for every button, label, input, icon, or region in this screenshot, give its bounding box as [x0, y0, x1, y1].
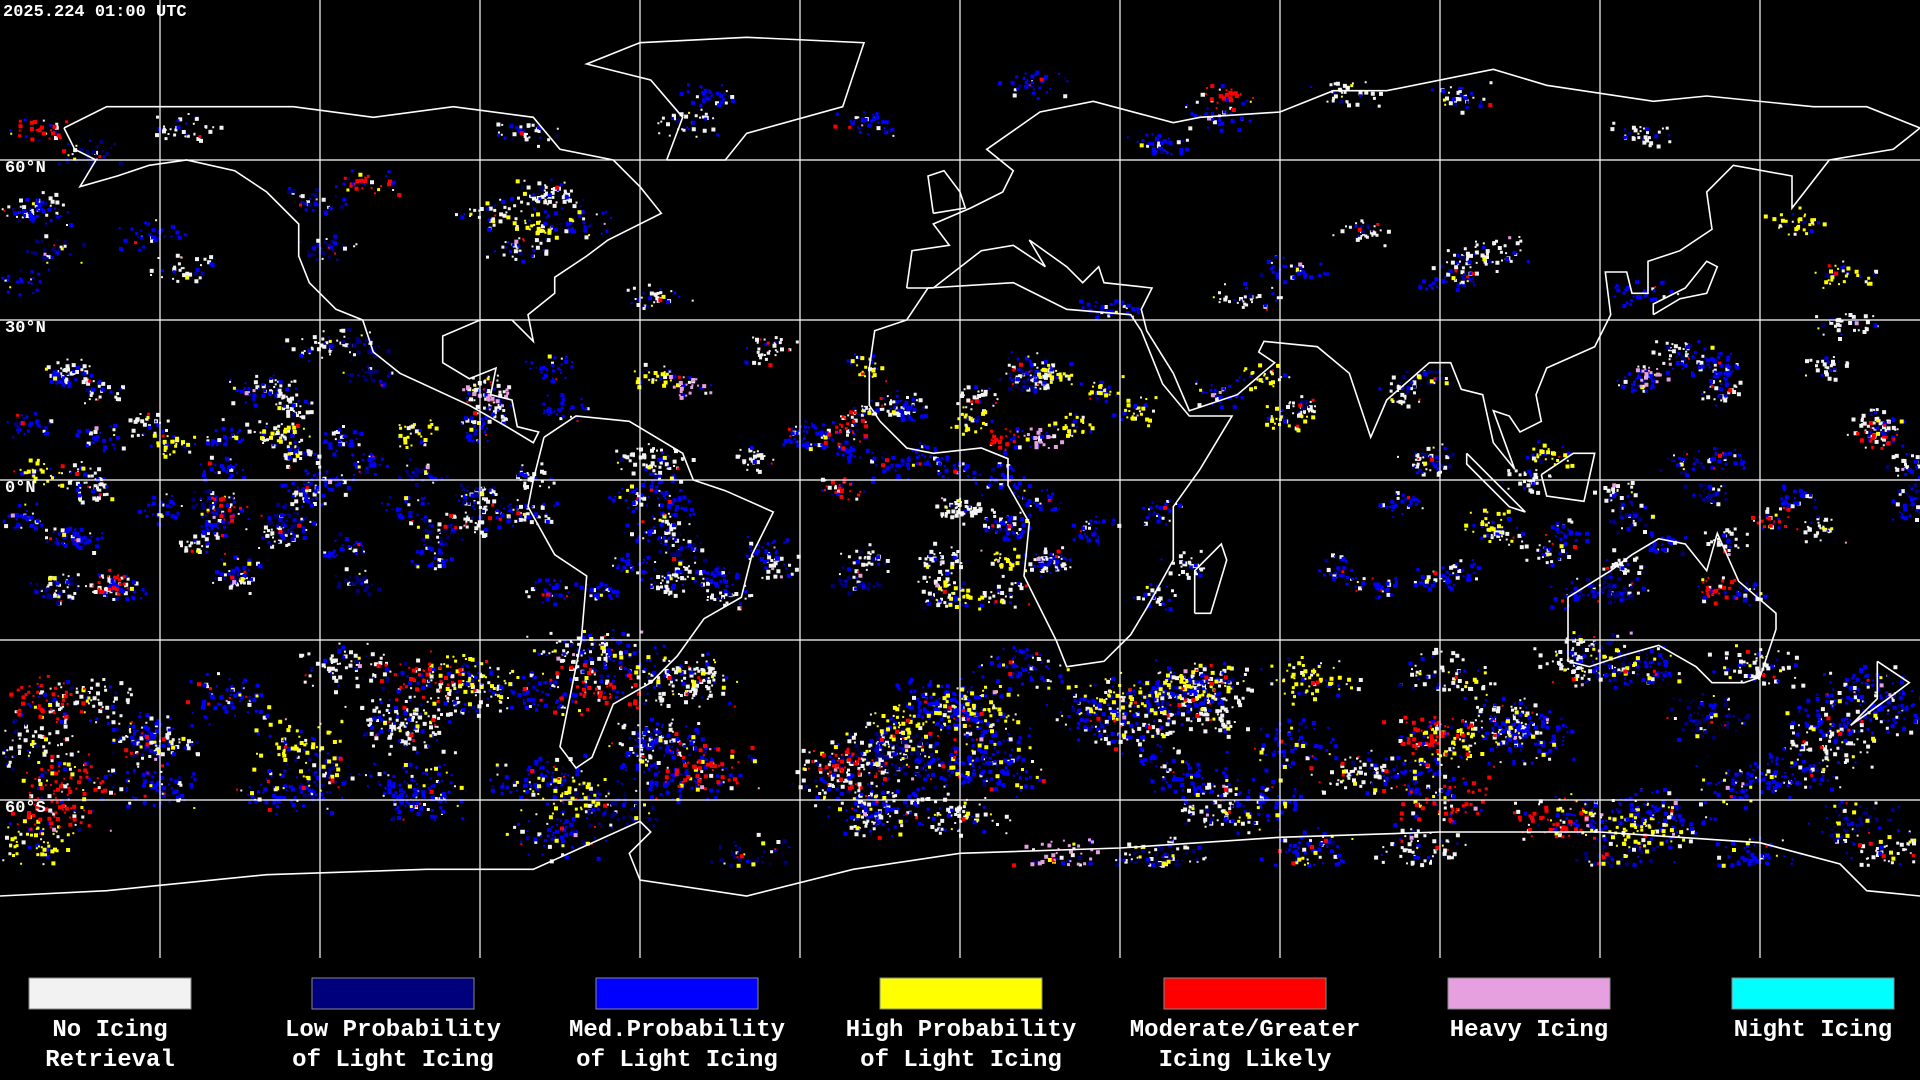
legend-swatch — [1731, 977, 1895, 1010]
legend-label: Med.Probability — [569, 1017, 785, 1044]
legend-label: Low Probability — [285, 1017, 501, 1044]
legend-swatch — [1163, 977, 1327, 1010]
coastline — [63, 105, 663, 444]
legend: No Icing Retrieval Low Probability of Light… — [28, 977, 1895, 1074]
legend-swatch — [879, 977, 1043, 1010]
legend-swatch — [28, 977, 192, 1010]
legend-label: of Light Icing — [576, 1047, 778, 1074]
legend-label: Retrieval — [45, 1047, 175, 1074]
coastline — [1193, 542, 1228, 615]
legend-label: Icing Likely — [1159, 1047, 1332, 1074]
icing-field — [1, 70, 1920, 868]
coastline — [1540, 452, 1596, 503]
timestamp: 2025.224 01:00 UTC — [3, 3, 187, 22]
legend-label: High Probability — [846, 1017, 1076, 1044]
coastline — [1465, 452, 1526, 513]
legend-label: of Light Icing — [292, 1047, 494, 1074]
graticule — [0, 0, 1920, 960]
legend-label: Night Icing — [1734, 1017, 1892, 1044]
legend-label: Moderate/Greater — [1130, 1017, 1360, 1044]
coastline — [1567, 530, 1777, 684]
coastline — [905, 68, 1920, 470]
lat-label: 60°S — [5, 799, 46, 818]
coastline — [868, 281, 1234, 668]
legend-label: of Light Icing — [860, 1047, 1062, 1074]
coastline — [1652, 260, 1719, 316]
lat-label: 30°N — [5, 319, 46, 338]
legend-swatch — [1447, 977, 1611, 1010]
icing-pixels — [1, 70, 1920, 868]
lat-labels: 60°N 30°N 0°N 60°S — [5, 159, 46, 818]
lat-label: 60°N — [5, 159, 46, 178]
icing-pixels — [1, 80, 1920, 868]
coastline — [1850, 660, 1911, 726]
legend-swatch — [311, 977, 475, 1010]
legend-swatch — [595, 977, 759, 1010]
lat-label: 0°N — [5, 479, 36, 498]
coastline — [527, 415, 775, 770]
legend-label: Heavy Icing — [1450, 1017, 1608, 1044]
legend-label: No Icing — [52, 1017, 167, 1044]
coastline — [584, 36, 866, 161]
